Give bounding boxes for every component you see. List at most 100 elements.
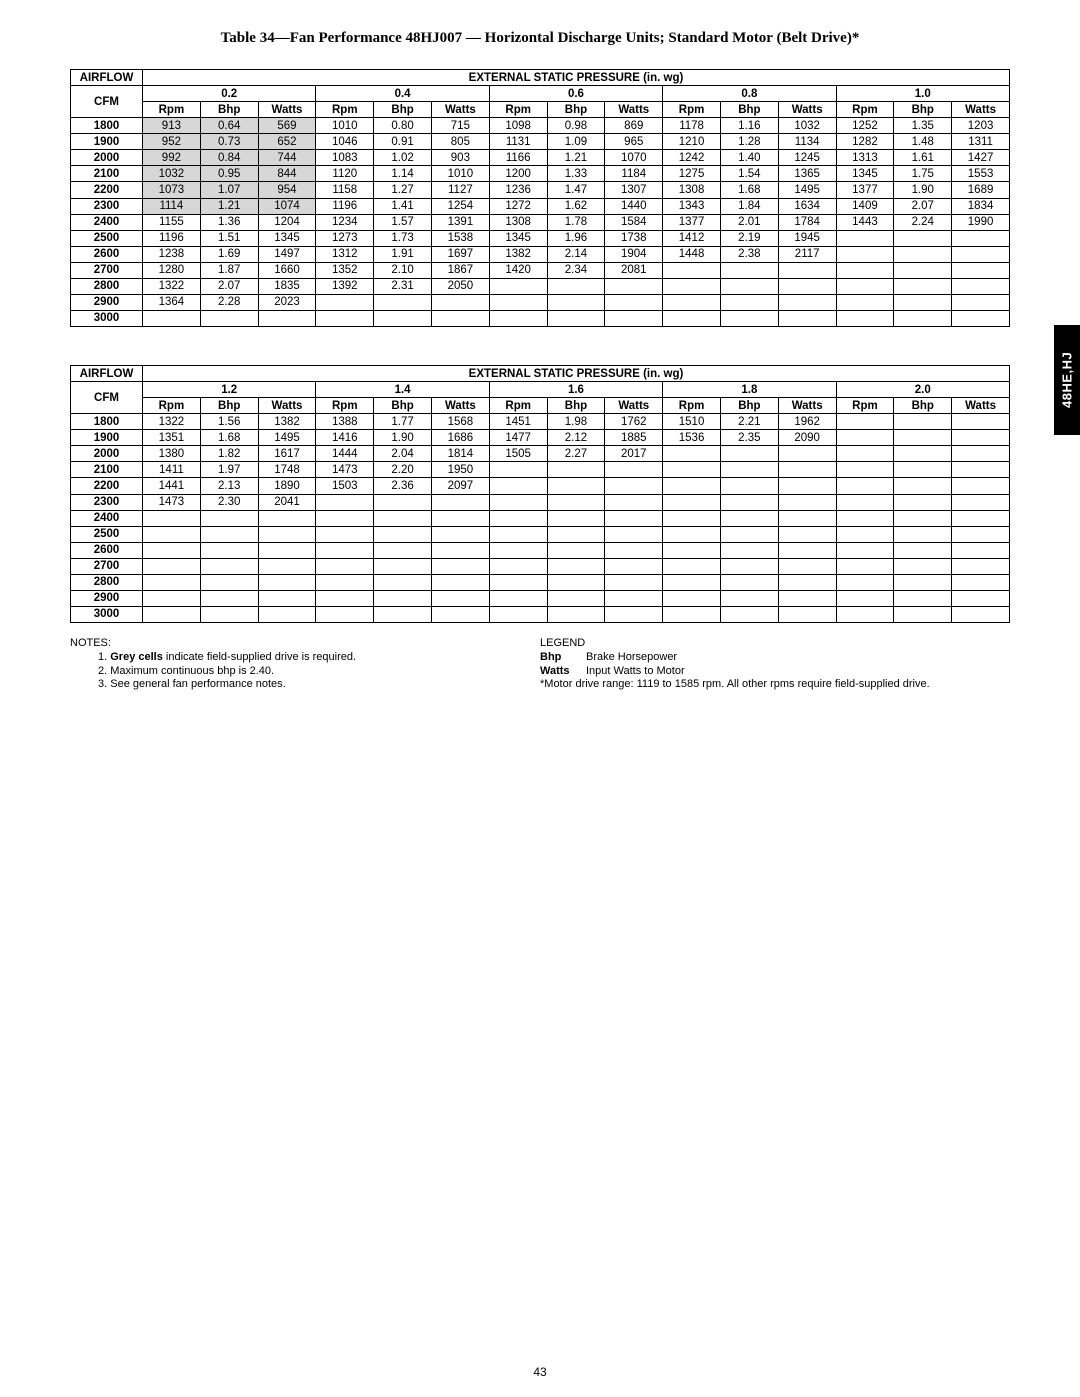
data-cell: 2.14: [547, 246, 605, 262]
data-cell: 1510: [663, 414, 721, 430]
data-cell: [200, 574, 258, 590]
data-cell: [143, 310, 201, 326]
cfm-cell: 2000: [71, 150, 143, 166]
data-cell: 1660: [258, 262, 316, 278]
data-cell: 954: [258, 182, 316, 198]
data-cell: 1010: [431, 166, 489, 182]
data-cell: 1.14: [374, 166, 432, 182]
data-cell: 903: [431, 150, 489, 166]
data-cell: 1584: [605, 214, 663, 230]
data-cell: [489, 494, 547, 510]
sub-header: Watts: [258, 398, 316, 414]
cfm-cell: 1800: [71, 414, 143, 430]
data-cell: [605, 278, 663, 294]
data-cell: [778, 606, 836, 622]
data-cell: [143, 558, 201, 574]
data-cell: [547, 310, 605, 326]
table-row: 180013221.56138213881.77156814511.981762…: [71, 414, 1010, 430]
cfm-cell: 2500: [71, 526, 143, 542]
data-cell: [258, 590, 316, 606]
data-cell: 1184: [605, 166, 663, 182]
data-cell: [489, 558, 547, 574]
data-cell: 1127: [431, 182, 489, 198]
data-cell: 2.07: [894, 198, 952, 214]
data-cell: 2.13: [200, 478, 258, 494]
table-row: 200013801.82161714442.04181415052.272017: [71, 446, 1010, 462]
cfm-cell: 2100: [71, 462, 143, 478]
data-cell: [894, 478, 952, 494]
sub-header: Watts: [431, 102, 489, 118]
sub-header: Rpm: [663, 398, 721, 414]
data-cell: [894, 590, 952, 606]
data-cell: [143, 590, 201, 606]
data-cell: [143, 542, 201, 558]
data-cell: [836, 574, 894, 590]
data-cell: 2090: [778, 430, 836, 446]
data-cell: [894, 446, 952, 462]
data-cell: 1.78: [547, 214, 605, 230]
data-cell: [663, 294, 721, 310]
data-cell: [663, 574, 721, 590]
data-cell: [316, 606, 374, 622]
data-cell: [894, 414, 952, 430]
data-cell: [663, 606, 721, 622]
data-cell: 1377: [836, 182, 894, 198]
table-row: 19009520.7365210460.9180511311.099651210…: [71, 134, 1010, 150]
data-cell: 1252: [836, 118, 894, 134]
data-cell: 1904: [605, 246, 663, 262]
data-cell: 1280: [143, 262, 201, 278]
data-cell: 1416: [316, 430, 374, 446]
table-row: 220014412.13189015032.362097: [71, 478, 1010, 494]
data-cell: 1245: [778, 150, 836, 166]
data-cell: 1010: [316, 118, 374, 134]
data-cell: [952, 310, 1010, 326]
data-cell: 2097: [431, 478, 489, 494]
data-cell: 1210: [663, 134, 721, 150]
data-cell: [431, 590, 489, 606]
data-cell: [605, 478, 663, 494]
cfm-cell: 2200: [71, 182, 143, 198]
data-cell: [836, 414, 894, 430]
data-cell: [778, 446, 836, 462]
data-cell: [720, 262, 778, 278]
data-cell: [489, 606, 547, 622]
data-cell: [894, 462, 952, 478]
data-cell: [431, 494, 489, 510]
data-cell: [143, 510, 201, 526]
data-cell: [894, 230, 952, 246]
data-cell: [952, 574, 1010, 590]
sub-header: Bhp: [720, 398, 778, 414]
data-cell: [952, 430, 1010, 446]
side-tab-label: 48HE,HJ: [1054, 325, 1080, 435]
data-cell: 1070: [605, 150, 663, 166]
legend-line: WattsInput Watts to Motor: [540, 665, 1010, 679]
data-cell: [547, 526, 605, 542]
data-cell: [720, 574, 778, 590]
data-cell: [316, 494, 374, 510]
data-cell: 1451: [489, 414, 547, 430]
data-cell: [836, 462, 894, 478]
data-cell: [894, 526, 952, 542]
data-cell: [720, 310, 778, 326]
data-cell: 0.91: [374, 134, 432, 150]
data-cell: 1738: [605, 230, 663, 246]
legend-value: Input Watts to Motor: [586, 665, 685, 679]
data-cell: [143, 606, 201, 622]
notes-label: NOTES:: [70, 637, 540, 651]
data-cell: 0.95: [200, 166, 258, 182]
data-cell: [836, 446, 894, 462]
data-cell: [200, 542, 258, 558]
data-cell: [836, 606, 894, 622]
data-cell: [489, 310, 547, 326]
data-cell: [547, 510, 605, 526]
data-cell: [663, 510, 721, 526]
data-cell: 1382: [258, 414, 316, 430]
data-cell: 1032: [143, 166, 201, 182]
data-cell: 1380: [143, 446, 201, 462]
sub-header: Rpm: [836, 398, 894, 414]
data-cell: [894, 310, 952, 326]
data-cell: [200, 526, 258, 542]
cfm-cell: 2300: [71, 494, 143, 510]
data-cell: [316, 574, 374, 590]
data-cell: 1.54: [720, 166, 778, 182]
